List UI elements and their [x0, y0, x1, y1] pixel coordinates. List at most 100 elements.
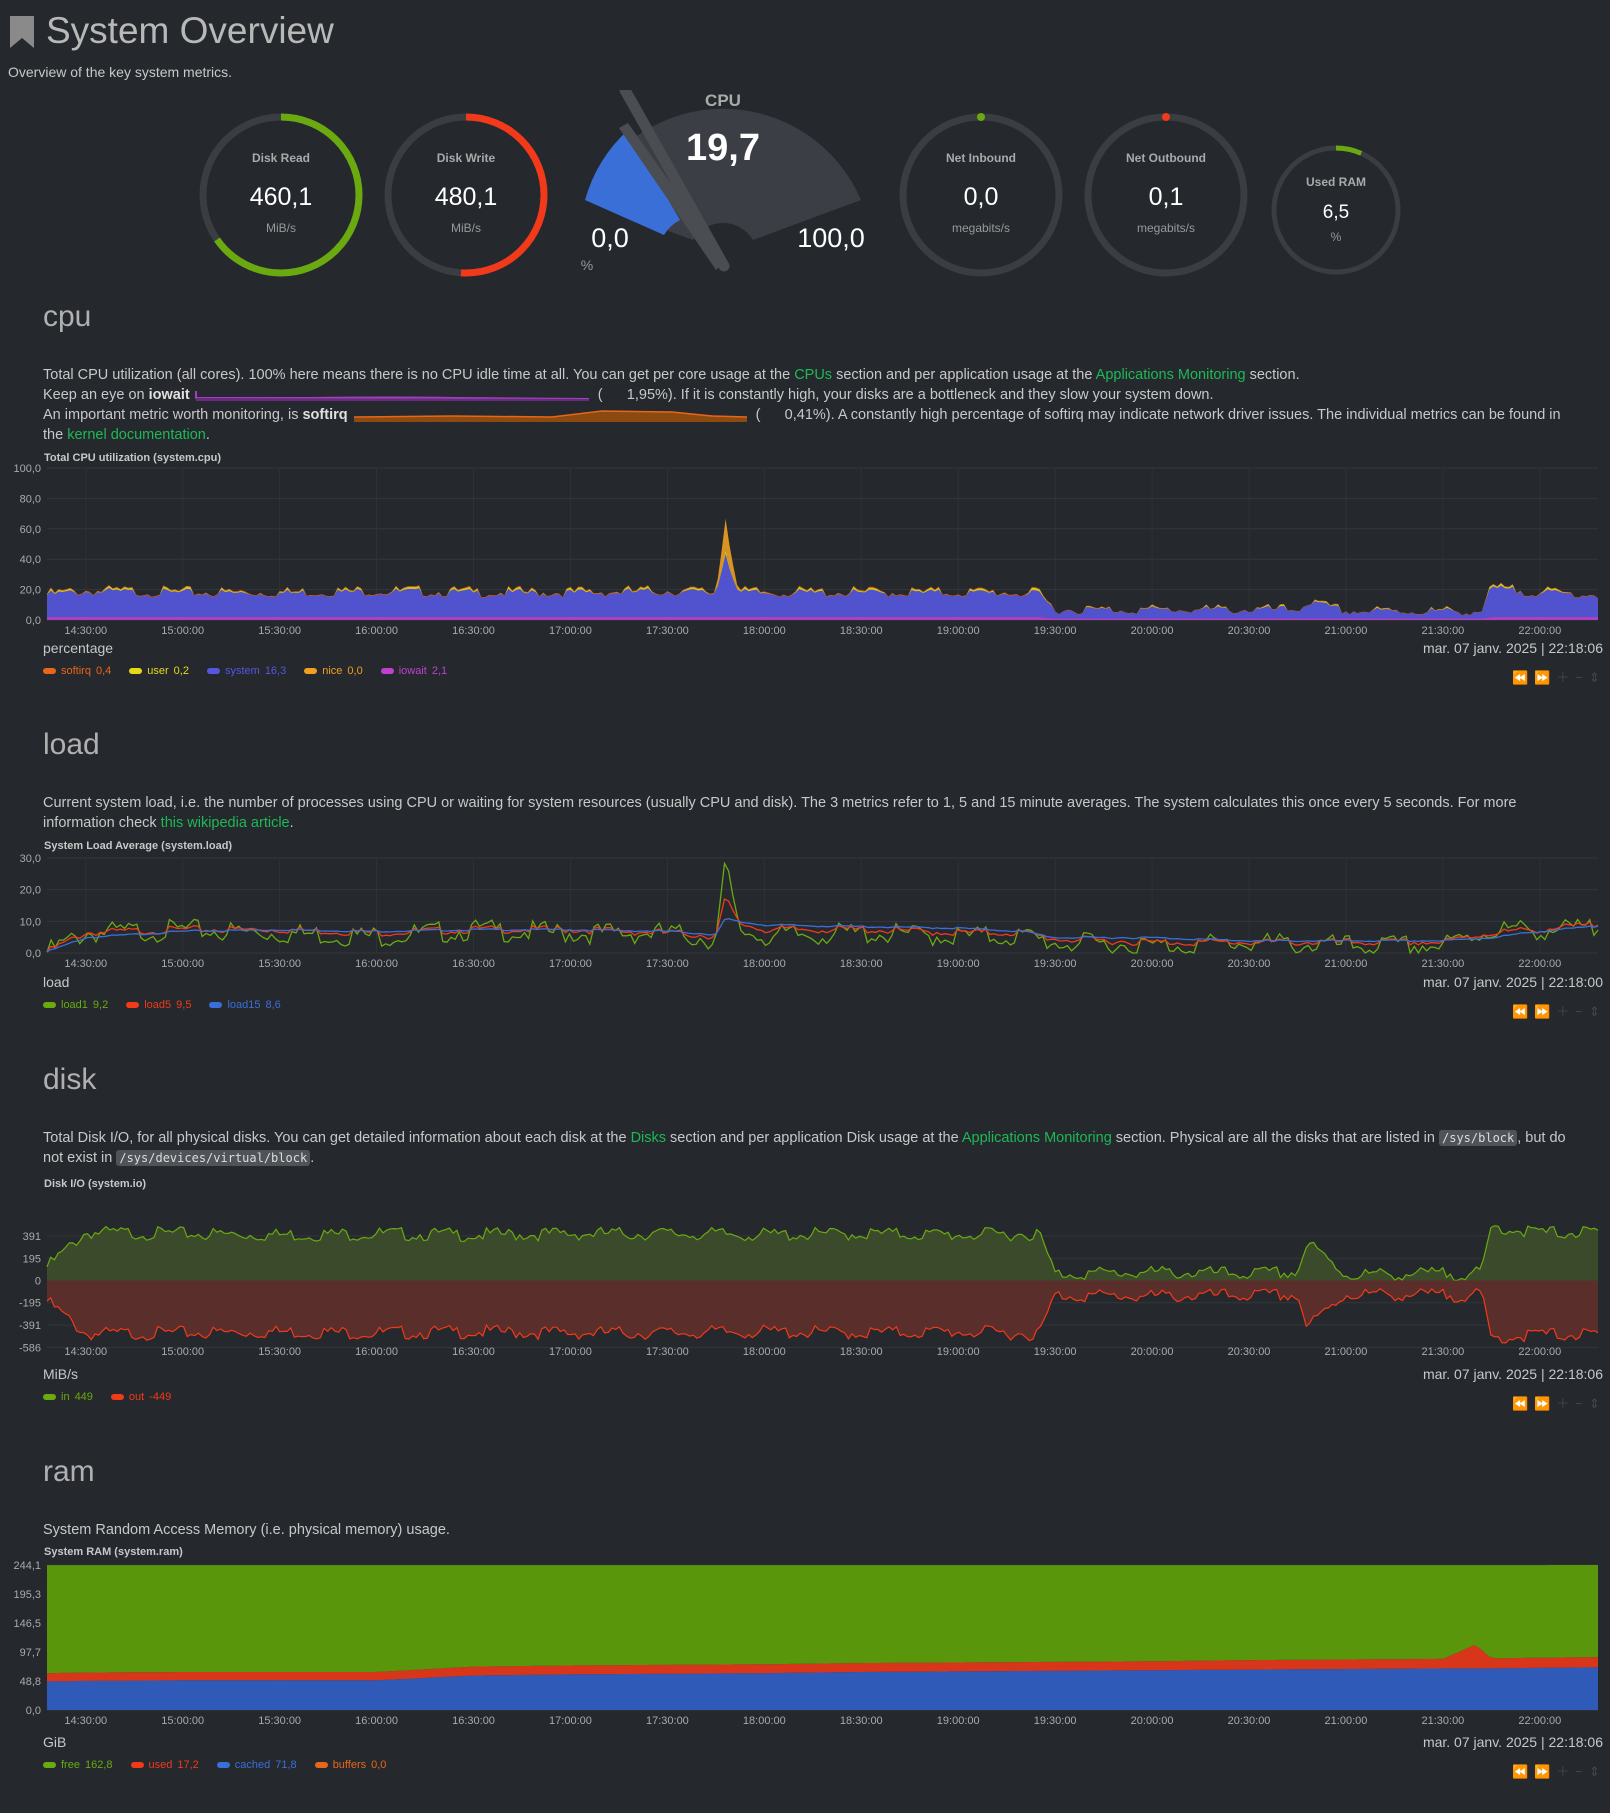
cpu-series-system — [47, 554, 1598, 619]
load-xtick: 17:30:00 — [646, 958, 689, 970]
ram-series-free — [47, 1565, 1598, 1674]
cpu-ytick: 0,0 — [26, 615, 41, 627]
disk-legend-out[interactable]: out -449 — [110, 1391, 171, 1403]
net-outbound-gauge[interactable]: Net Outbound 0,1 megabits/s — [1084, 113, 1248, 277]
load-series-load15 — [46, 918, 1599, 953]
disk-series-out — [46, 1287, 1599, 1344]
ram-xtick: 21:30:00 — [1421, 1715, 1464, 1727]
cpu-xtick: 16:00:00 — [355, 625, 398, 637]
bookmark-icon — [10, 16, 34, 48]
cpu-xtick: 22:00:00 — [1518, 625, 1561, 637]
legend-name: buffers — [332, 1759, 367, 1771]
used-ram-value: 6,5 — [1323, 202, 1349, 223]
code-sys-devices-virtual-block: /sys/devices/virtual/block — [116, 1150, 311, 1166]
ram-legend-free[interactable]: free 162,8 — [43, 1759, 113, 1771]
cpu-ytick: 60,0 — [20, 524, 41, 536]
load-legend-load1[interactable]: load1 9,2 — [43, 999, 108, 1011]
disk-xtick: 14:30:00 — [64, 1346, 107, 1358]
cpu-chart-title: Total CPU utilization (system.cpu) — [44, 452, 222, 464]
ram-ytick: 195,3 — [13, 1589, 41, 1601]
cpu-xtick: 20:30:00 — [1228, 625, 1271, 637]
load-chart[interactable]: 30,0 20,0 10,0 0,0 14:30:00 15:00:00 15:30:00 1… — [0, 848, 1610, 976]
ram-series-cached — [47, 1667, 1598, 1710]
load-xtick: 19:00:00 — [937, 958, 980, 970]
code-sys-block: /sys/block — [1439, 1130, 1518, 1146]
legend-value: 17,2 — [177, 1759, 199, 1771]
disk-write-gauge[interactable]: Disk Write 480,1 MiB/s — [384, 113, 548, 277]
ram-xtick: 18:00:00 — [743, 1715, 786, 1727]
ram-legend-buffers[interactable]: buffers 0,0 — [314, 1759, 386, 1771]
disk-xtick: 17:00:00 — [549, 1346, 592, 1358]
page-title: System Overview — [46, 10, 334, 51]
legend-value: 449 — [74, 1391, 93, 1403]
cpu-chart[interactable]: 100,0 80,0 60,0 40,0 20,0 0,0 14:30:00 15:00:00… — [0, 462, 1610, 642]
disk-xtick: 21:30:00 — [1421, 1346, 1464, 1358]
applications-monitoring-link[interactable]: Applications Monitoring — [961, 1130, 1112, 1146]
ram-xtick: 18:30:00 — [840, 1715, 883, 1727]
load-xtick: 16:30:00 — [452, 958, 495, 970]
cpu-legend-iowait[interactable]: iowait 2,1 — [380, 665, 447, 677]
legend-value: 8,6 — [265, 999, 281, 1011]
ram-chart[interactable]: 244,1 195,3 146,5 97,7 48,8 0,0 14:30:00 15:00:… — [0, 1555, 1610, 1735]
legend-swatch — [206, 668, 220, 674]
cpu-xtick: 18:00:00 — [743, 625, 786, 637]
disk-legend-in[interactable]: in 449 — [43, 1391, 93, 1403]
ram-legend-used[interactable]: used 17,2 — [130, 1759, 199, 1771]
legend-name: user — [147, 665, 169, 677]
cpu-legend-softirq[interactable]: softirq 0,4 — [43, 665, 111, 677]
legend-swatch — [110, 1394, 124, 1400]
legend-swatch — [43, 1762, 56, 1768]
disk-xtick: 18:30:00 — [840, 1346, 883, 1358]
legend-name: load5 — [144, 999, 172, 1011]
cpu-legend-system[interactable]: system 16,3 — [206, 665, 286, 677]
load-xtick: 15:00:00 — [161, 958, 204, 970]
disk-write-label: Disk Write — [437, 151, 496, 165]
applications-monitoring-link[interactable]: Applications Monitoring — [1095, 367, 1246, 383]
cpu-xtick: 21:30:00 — [1421, 625, 1464, 637]
load-xtick: 21:30:00 — [1421, 958, 1464, 970]
net-inbound-unit: megabits/s — [952, 221, 1010, 235]
load-legend-load5[interactable]: load5 9,5 — [126, 999, 191, 1011]
cpu-gauge[interactable]: CPU 19,7 0,0 100,0 % — [581, 90, 865, 273]
disk-section-description: Total Disk I/O, for all physical disks. … — [43, 1130, 1566, 1166]
wikipedia-link[interactable]: this wikipedia article — [160, 815, 290, 831]
disk-ytick: 195 — [23, 1253, 41, 1265]
load-chart-nav-icons[interactable]: ⏪⏩＋−⇕ — [1512, 1004, 1606, 1019]
disk-chart-title: Disk I/O (system.io) — [44, 1178, 147, 1190]
legend-swatch — [216, 1762, 230, 1768]
cpu-section-title: cpu — [43, 300, 92, 333]
legend-swatch — [126, 1002, 140, 1008]
cpu-legend-nice[interactable]: nice 0,0 — [304, 665, 363, 677]
cpu-xtick: 17:30:00 — [646, 625, 689, 637]
cpus-link[interactable]: CPUs — [794, 367, 833, 383]
gauges-row: Disk Read 460,1 MiB/s Disk Write 480,1 M… — [199, 90, 1401, 277]
load-xtick: 14:30:00 — [64, 958, 107, 970]
disks-link[interactable]: Disks — [630, 1130, 667, 1146]
ram-ytick: 244,1 — [13, 1560, 41, 1572]
ram-chart-title: System RAM (system.ram) — [44, 1546, 183, 1558]
disk-xtick: 20:00:00 — [1131, 1346, 1174, 1358]
cpu-gauge-max: 100,0 — [797, 223, 865, 253]
disk-read-unit: MiB/s — [266, 221, 296, 235]
page-subtitle: Overview of the key system metrics. — [8, 64, 233, 80]
used-ram-gauge[interactable]: Used RAM 6,5 % — [1271, 145, 1401, 275]
disk-chart[interactable]: 391 195 0 -195 -391 -586 14:30:00 15:00:00 15:30… — [0, 1188, 1610, 1363]
disk-chart-nav-icons[interactable]: ⏪⏩＋−⇕ — [1512, 1396, 1606, 1411]
load-ytick: 0,0 — [26, 948, 41, 960]
kernel-documentation-link[interactable]: kernel documentation — [67, 427, 206, 443]
net-inbound-gauge[interactable]: Net Inbound 0,0 megabits/s — [899, 113, 1063, 277]
disk-series-in — [46, 1225, 1599, 1282]
ram-legend-cached[interactable]: cached 71,8 — [216, 1759, 297, 1771]
cpu-chart-nav-icons[interactable]: ⏪⏩＋−⇕ — [1512, 670, 1606, 685]
cpu-legend-user[interactable]: user 0,2 — [129, 665, 189, 677]
disk-read-gauge[interactable]: Disk Read 460,1 MiB/s — [199, 113, 363, 277]
legend-value: 0,2 — [173, 665, 189, 677]
cpu-xtick: 17:00:00 — [549, 625, 592, 637]
ram-chart-nav-icons[interactable]: ⏪⏩＋−⇕ — [1512, 1764, 1606, 1779]
disk-write-value: 480,1 — [435, 183, 498, 211]
iowait-sparkline — [194, 391, 589, 402]
load-legend-load15[interactable]: load15 8,6 — [209, 999, 281, 1011]
legend-value: 9,5 — [176, 999, 192, 1011]
legend-name: load15 — [227, 999, 261, 1011]
net-outbound-label: Net Outbound — [1126, 151, 1206, 165]
